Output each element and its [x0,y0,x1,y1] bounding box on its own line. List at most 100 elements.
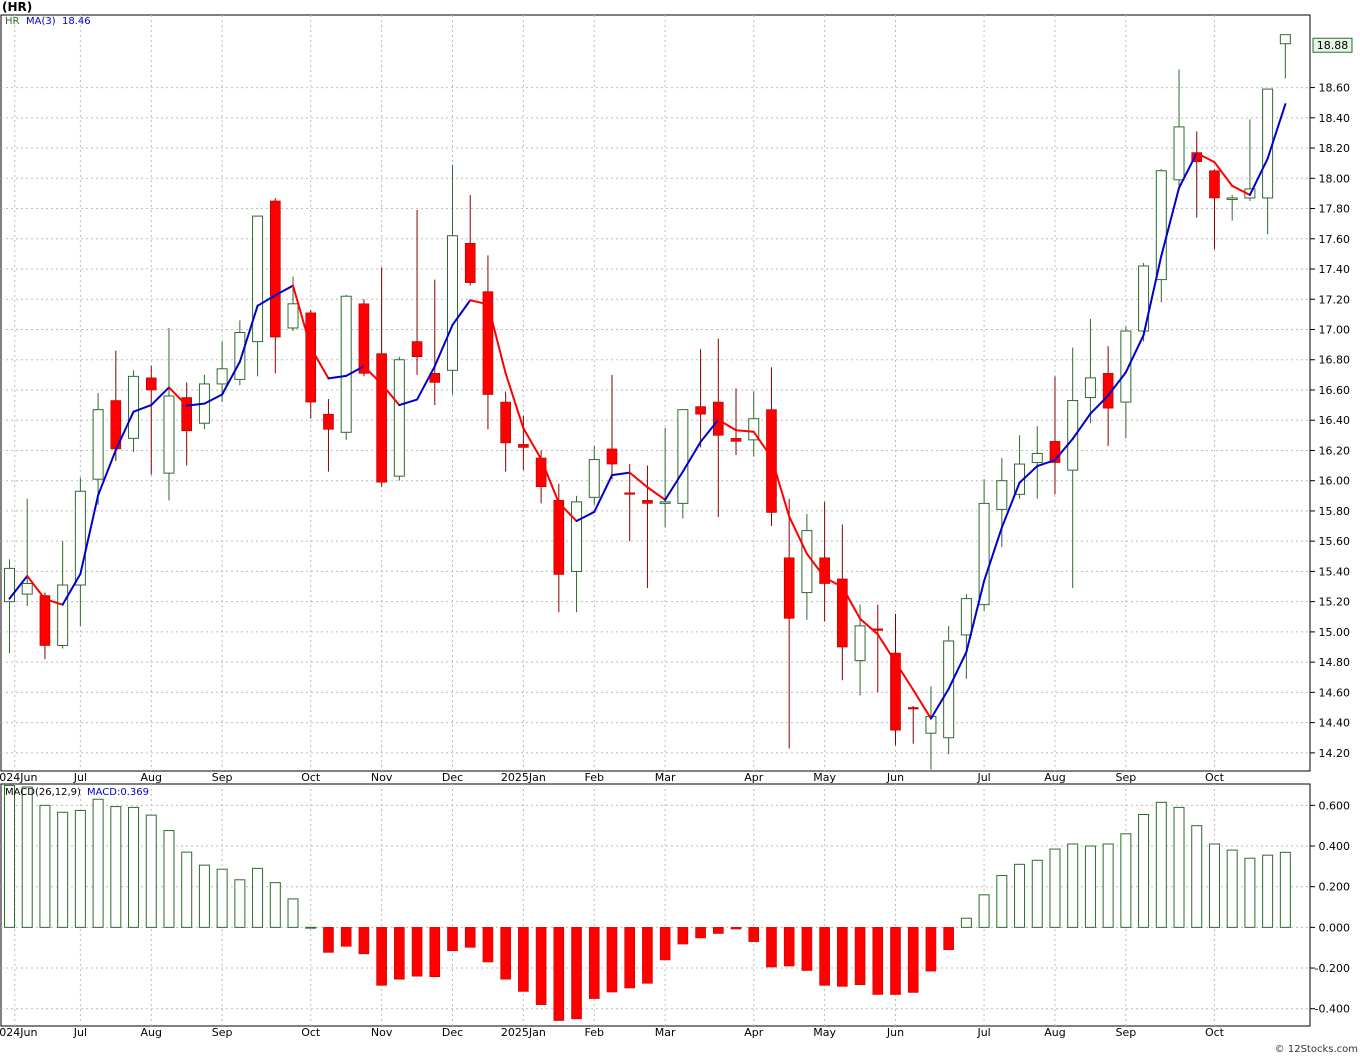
macd-bar-positive [1279,851,1291,928]
ma-segment [238,304,259,363]
ma-segment [805,552,826,579]
price-candle [748,391,760,457]
macd-bar-negative [819,927,830,986]
macd-bar-negative [907,927,919,993]
price-y-tick-label: 18.60 [1319,82,1351,95]
candle-body-up [1155,170,1167,281]
price-y-tick-label: 17.40 [1319,263,1351,276]
candle-body-up [1067,400,1079,471]
price-y-tick-label: 15.40 [1319,565,1351,578]
price-candle [482,255,494,430]
candle-body-up [1084,377,1096,399]
price-candle [518,415,529,471]
price-candle [323,399,334,472]
price-candle [376,267,387,487]
ma-segment [770,456,791,518]
macd-bar-positive [4,784,15,928]
macd-x-tick-label: Oct [301,1026,321,1039]
candle-body-down [145,377,157,391]
candle-body-down [429,373,441,383]
candle-body-down [535,457,547,488]
ma-segment [1036,459,1056,468]
legend-ma-value: 18.46 [62,16,91,27]
candle-body-up [21,583,33,595]
macd-bar-negative [659,927,671,961]
last-price-box [1312,37,1353,53]
macd-bar-negative [553,927,565,1021]
macd-bar-positive [1173,806,1185,928]
ma-segment [593,474,613,513]
ma-segment [859,617,879,636]
candle-body-up [92,409,104,480]
price-x-tick-label: Apr [744,771,764,784]
price-candle [340,294,352,440]
ma-segment [416,365,436,401]
macd-bar-negative [642,927,653,984]
candle-body-up [748,418,760,441]
price-x-tick-label: Mar [655,771,676,784]
macd-bar-negative [500,927,511,980]
ma-segment [1018,465,1039,484]
price-x-tick-label: Sep [212,771,233,784]
price-grid [1,15,1310,771]
macd-x-tick-label: Mar [655,1026,676,1039]
footer-credit: © 12Stocks.com [1275,1044,1358,1055]
macd-bar-negative [748,927,760,942]
ma-segment [1089,394,1110,415]
price-y-tick-label: 15.60 [1319,535,1351,548]
price-candle [783,498,795,749]
candle-body-up [960,598,972,636]
macd-bar-negative [447,927,458,952]
price-y-tick-label: 14.20 [1319,747,1351,760]
macd-bar-positive [1155,801,1167,928]
ma-segment [292,284,312,349]
macd-x-tick-label: Jun [886,1026,904,1039]
price-candle [234,320,246,386]
ma-segment [1000,481,1021,529]
price-candle [1209,169,1220,250]
ma-segment [1124,334,1145,374]
price-candle [163,327,175,501]
macd-bar-positive [128,806,140,928]
price-candle [181,382,192,466]
candle-body-down [712,401,724,436]
ma-segment [345,365,365,377]
price-candle [1084,318,1096,424]
ma-segment [327,374,348,380]
ma-segment [167,386,188,407]
ma-segment [221,360,241,396]
macd-bar-negative [394,927,405,980]
ma-segment [947,651,968,690]
price-moving-average [8,103,1287,720]
macd-bar-positive [1226,849,1238,928]
macd-bar-negative [606,927,618,993]
macd-bar-positive [1208,843,1220,928]
candle-body-down [553,500,565,575]
price-candle [464,194,476,286]
ma-segment [646,486,667,501]
price-x-tick-label: Jul [73,771,87,784]
price-x-tick-label: 2024Jun [0,771,37,784]
macd-bar-negative [677,927,689,945]
candle-body-up [978,502,990,606]
legend-symbol: HR [5,16,20,27]
page-title: (HR) [2,0,32,14]
candle-body-up [393,359,405,477]
price-candle [411,210,423,375]
macd-y-tick-label: 0.400 [1319,840,1351,853]
price-candle [252,215,264,377]
macd-bar-positive [1138,814,1150,928]
price-candle [1031,426,1043,499]
price-x-tick-label: Aug [141,771,162,784]
macd-bar-positive [1262,854,1274,928]
macd-bar-positive [1049,848,1061,928]
price-candle [588,445,600,505]
macd-bar-negative [837,927,848,987]
price-candle [145,365,157,475]
ma-segment [504,372,525,430]
price-y-tick-label: 15.20 [1319,596,1351,609]
candle-body-up [1173,126,1185,181]
price-x-tick-label: Oct [1205,771,1225,784]
candle-body-down [411,341,423,358]
macd-bar-positive [39,804,51,928]
